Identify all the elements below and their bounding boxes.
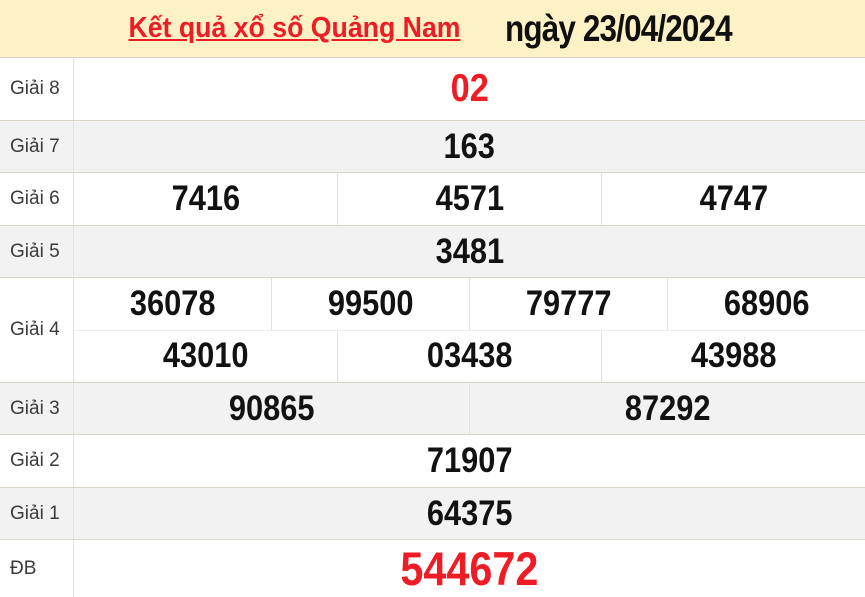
table-row-prize-2: Giải 2 71907 (0, 434, 865, 487)
results-header: Kết quả xổ số Quảng Nam ngày 23/04/2024 (0, 0, 865, 57)
prize-7-label: Giải 7 (10, 135, 60, 157)
table-row-prize-4: Giải 4 36078 99500 79777 68906 (0, 277, 865, 382)
prize-5-label: Giải 5 (10, 240, 60, 262)
prize-2-label: Giải 2 (10, 450, 60, 471)
results-date: ngày 23/04/2024 (504, 7, 733, 49)
table-row-prize-8: Giải 8 02 (0, 58, 865, 120)
prize-number-cell: 64375 (74, 488, 865, 539)
results-title-link[interactable]: Kết quả xổ số Quảng Nam (128, 12, 461, 44)
table-row-prize-7: Giải 7 163 (0, 120, 865, 172)
prize-number-cell: 4571 (337, 173, 601, 225)
prize-3-cells: 90865 87292 (73, 383, 865, 434)
prize-6-label: Giải 6 (10, 188, 60, 209)
prize-number-cell: 4747 (601, 173, 865, 225)
results-table: Giải 8 02 Giải 7 163 Giải 6 7416 (0, 57, 865, 597)
prize-number-cell: 68906 (667, 278, 865, 330)
table-row-prize-6: Giải 6 7416 4571 4747 (0, 172, 865, 225)
prize-number-cell: 36078 (74, 278, 271, 330)
prize-6-number-2: 4571 (435, 179, 504, 218)
prize-7-cells: 163 (73, 121, 865, 172)
prize-number-cell: 79777 (469, 278, 667, 330)
table-row-prize-3: Giải 3 90865 87292 (0, 382, 865, 434)
prize-4-number-2: 99500 (327, 283, 414, 323)
prize-8-number: 02 (450, 67, 489, 110)
special-prize-number: 544672 (400, 542, 539, 595)
prize-4-number-1: 36078 (129, 283, 216, 323)
prize-4-number-7: 43988 (690, 336, 777, 376)
prize-number-cell: 03438 (337, 330, 601, 382)
prize-number-cell: 3481 (74, 226, 865, 277)
prize-1-number: 64375 (426, 493, 513, 533)
prize-4-number-3: 79777 (525, 283, 612, 323)
prize-number-cell: 87292 (469, 383, 865, 434)
prize-number-cell: 43010 (74, 331, 337, 383)
prize-6-cells: 7416 4571 4747 (73, 173, 865, 225)
prize-2-number: 71907 (426, 441, 513, 480)
prize-3-label: Giải 3 (10, 397, 60, 419)
prize-4-number-5: 43010 (162, 336, 249, 376)
prize-7-number: 163 (443, 126, 496, 166)
prize-4-line-1: 36078 99500 79777 68906 (74, 278, 865, 331)
prize-1-label: Giải 1 (10, 502, 60, 524)
prize-4-line-2: 43010 03438 43988 (74, 330, 865, 383)
prize-6-number-3: 4747 (699, 179, 768, 218)
prize-number-cell: 90865 (74, 383, 469, 434)
prize-6-number-1: 7416 (171, 179, 240, 218)
prize-number-cell: 7416 (74, 173, 337, 225)
prize-number-cell: 163 (74, 121, 865, 172)
prize-number-cell: 02 (74, 58, 865, 120)
special-prize-label: ĐB (10, 557, 37, 579)
prize-number-cell: 99500 (271, 278, 469, 330)
prize-5-cells: 3481 (73, 226, 865, 277)
prize-number-cell: 71907 (74, 435, 865, 487)
special-prize-cells: 544672 (73, 540, 865, 597)
prize-4-number-6: 03438 (426, 336, 513, 376)
table-row-special-prize: ĐB 544672 (0, 539, 865, 597)
table-row-prize-1: Giải 1 64375 (0, 487, 865, 539)
prize-8-cells: 02 (73, 58, 865, 120)
prize-3-number-1: 90865 (228, 388, 315, 428)
prize-1-cells: 64375 (73, 488, 865, 539)
prize-number-cell: 544672 (74, 540, 865, 597)
prize-4-number-4: 68906 (723, 283, 810, 323)
prize-4-cells: 36078 99500 79777 68906 43010 (73, 278, 865, 382)
prize-2-cells: 71907 (73, 435, 865, 487)
table-row-prize-5: Giải 5 3481 (0, 225, 865, 277)
prize-3-number-2: 87292 (624, 388, 711, 428)
prize-8-label: Giải 8 (10, 78, 60, 99)
prize-4-label: Giải 4 (10, 319, 60, 340)
prize-5-number: 3481 (435, 231, 504, 271)
prize-number-cell: 43988 (601, 330, 865, 382)
